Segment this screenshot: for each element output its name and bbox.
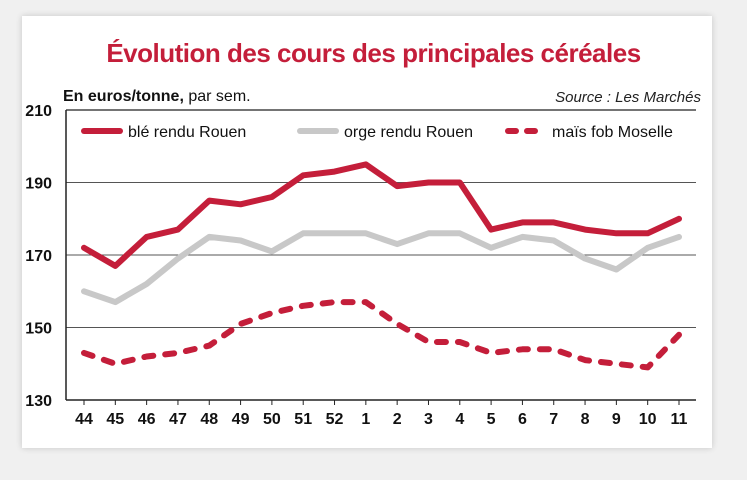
x-tick-label: 5 [487,411,496,428]
series-line-1 [81,230,682,306]
legend-label-0: blé rendu Rouen [128,124,246,141]
unit-label-rest: par sem. [183,88,251,105]
x-tick-label: 47 [169,411,187,428]
y-tick-label: 190 [25,176,52,193]
x-tick-label: 9 [612,411,621,428]
legend-label-1: orge rendu Rouen [344,124,473,141]
unit-label-bold: En euros/tonne, [63,88,184,105]
series-line-0 [81,161,682,269]
x-tick-label: 4 [455,411,464,428]
x-tick-label: 2 [393,411,402,428]
series-line-2 [81,299,682,371]
x-tick-label: 6 [518,411,527,428]
x-tick-label: 11 [671,411,688,428]
x-tick-label: 3 [424,411,433,428]
x-tick-label: 52 [326,411,344,428]
x-axis-ticks: 44 45 46 47 48 49 50 51 52 1 2 3 4 5 6 7 8 9 10 11 [75,400,688,428]
y-tick-label: 130 [25,393,52,410]
y-tick-label: 170 [25,248,52,265]
cropped-text-fragment [30,462,710,480]
x-tick-label: 48 [200,411,218,428]
legend-label-2: maïs fob Moselle [552,124,673,141]
x-tick-label: 46 [138,411,156,428]
y-tick-label: 210 [25,103,52,120]
x-tick-label: 8 [581,411,590,428]
grid-lines [66,182,696,328]
x-tick-label: 44 [75,411,93,428]
legend: blé rendu Rouen orge rendu Rouen maïs fob … [81,124,673,141]
x-tick-label: 49 [232,411,250,428]
source-label: Source : Les Marchés [555,89,701,106]
x-tick-label: 7 [549,411,558,428]
x-tick-label: 10 [639,411,657,428]
chart-title: Évolution des cours des principales céré… [106,38,641,68]
x-tick-label: 51 [294,411,312,428]
x-tick-label: 50 [263,411,281,428]
plot-frame [65,109,696,401]
y-axis-ticks: 130 150 170 190 210 [25,103,52,410]
series-lines [81,161,682,371]
x-tick-label: 45 [106,411,124,428]
x-tick-label: 1 [361,411,370,428]
unit-label: En euros/tonne, par sem. [63,88,251,106]
y-tick-label: 150 [25,321,52,338]
